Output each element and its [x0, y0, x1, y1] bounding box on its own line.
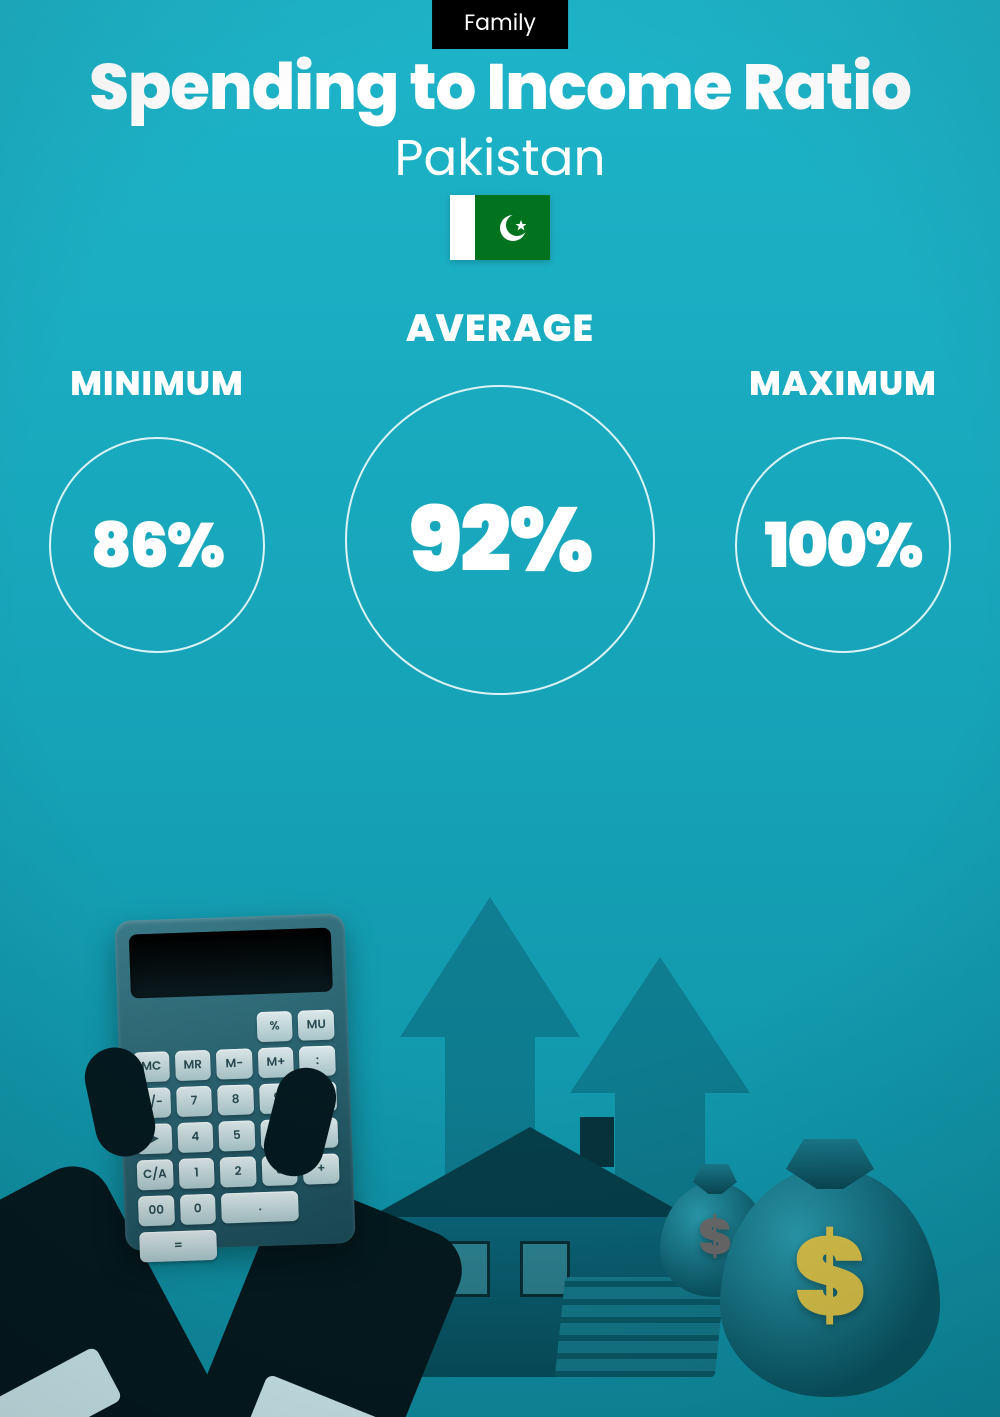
- stat-maximum: MAXIMUM 100%: [735, 300, 951, 653]
- house-window: [520, 1241, 570, 1297]
- flag-field-green: [475, 195, 550, 260]
- stat-value-maximum: 100%: [765, 499, 922, 592]
- dollar-sign-icon: $: [793, 1194, 866, 1360]
- calc-key: .: [221, 1191, 299, 1224]
- country-name: Pakistan: [0, 120, 1000, 196]
- calc-key: MR: [174, 1050, 211, 1081]
- bag-tie: [786, 1139, 874, 1189]
- country-flag: [450, 195, 550, 260]
- calc-key: 00: [138, 1195, 175, 1226]
- stat-label-average: AVERAGE: [406, 300, 594, 357]
- calc-key: 7: [176, 1086, 213, 1117]
- calc-key: M-: [216, 1048, 253, 1079]
- stat-circle-minimum: 86%: [49, 437, 265, 653]
- stat-label-minimum: MINIMUM: [70, 358, 244, 409]
- bottom-illustration: $ $ %MUMCMRM-M+:+/-789x▶456-C/A123+000.=: [0, 797, 1000, 1417]
- hands-holding-calculator: %MUMCMRM-M+:+/-789x▶456-C/A123+000.=: [0, 877, 490, 1417]
- calc-key: 1: [178, 1158, 215, 1189]
- calc-key: =: [139, 1230, 217, 1263]
- calc-key: C/A: [137, 1159, 174, 1190]
- calc-key: MU: [298, 1010, 335, 1041]
- calc-key: 8: [217, 1084, 254, 1115]
- stat-average: AVERAGE 92%: [345, 300, 655, 695]
- calc-key: %: [256, 1011, 293, 1042]
- stat-minimum: MINIMUM 86%: [49, 300, 265, 653]
- calc-key: 4: [177, 1122, 214, 1153]
- crescent-star-icon: [493, 208, 533, 248]
- calculator-screen: [129, 928, 333, 999]
- stat-circle-average: 92%: [345, 385, 655, 695]
- stat-circle-maximum: 100%: [735, 437, 951, 653]
- stats-row: MINIMUM 86% AVERAGE 92% MAXIMUM 100%: [0, 300, 1000, 695]
- calc-key: 0: [180, 1194, 217, 1225]
- calc-key: 2: [220, 1156, 257, 1187]
- calc-key: 5: [219, 1120, 256, 1151]
- flag-stripe-white: [450, 195, 475, 260]
- stat-value-minimum: 86%: [91, 499, 223, 592]
- stat-value-average: 92%: [408, 472, 591, 608]
- stat-label-maximum: MAXIMUM: [749, 358, 937, 409]
